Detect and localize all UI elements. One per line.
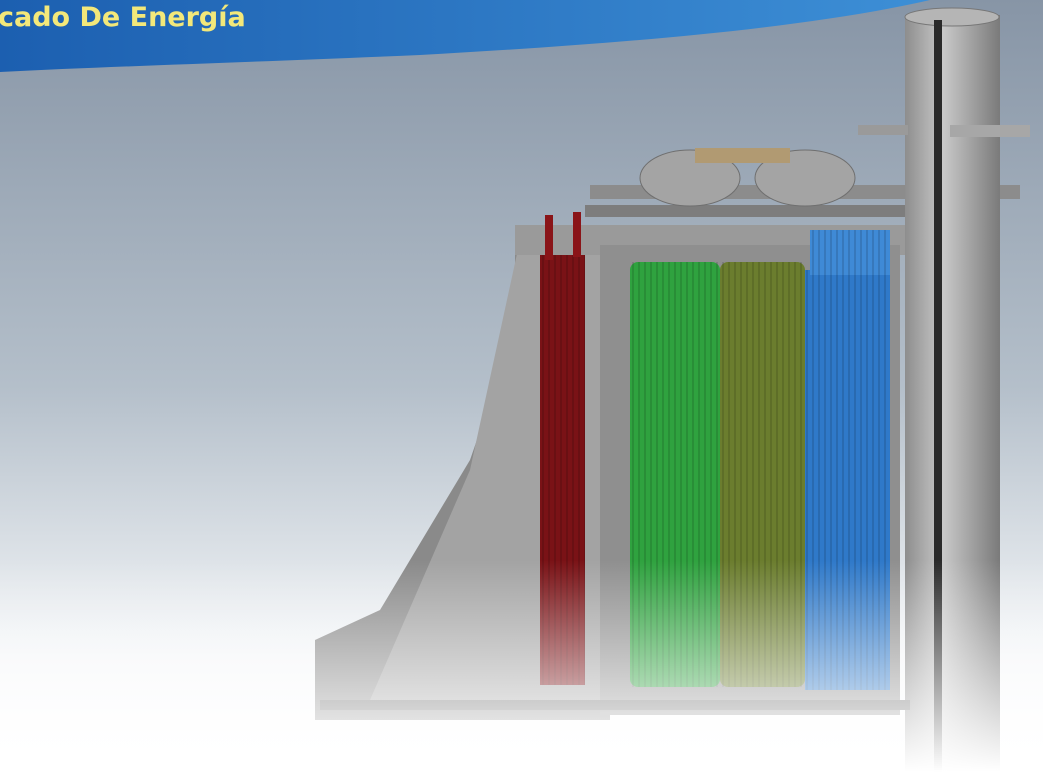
page-title: cado De Energía <box>0 2 246 33</box>
fade <box>0 560 1043 772</box>
banner <box>0 0 930 72</box>
